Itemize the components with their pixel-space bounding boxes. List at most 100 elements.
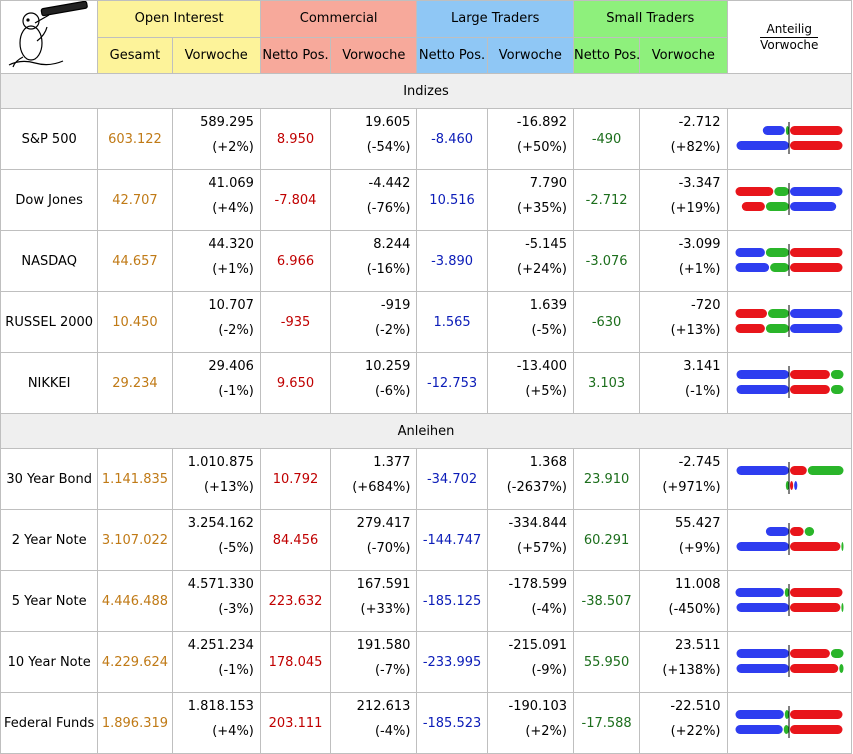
small-traders-netto: -3.076	[572, 230, 641, 292]
share-bar-red	[789, 542, 840, 551]
commercial-vorwoche-change: (-2%)	[374, 323, 411, 338]
small-traders-vorwoche-value: 23.511	[675, 638, 721, 653]
share-bar-red	[789, 385, 830, 394]
share-bar-blue	[789, 202, 836, 211]
table-row: S&P 500 603.122 589.295 (+2%) 8.950 19.605 (-5…	[0, 108, 853, 170]
share-bar-green	[767, 309, 789, 318]
small-traders-vorwoche-change: (+13%)	[670, 323, 721, 338]
share-bar-chart	[735, 706, 843, 738]
oi-gesamt: 1.896.319	[97, 692, 173, 754]
small-traders-netto: 60.291	[572, 509, 641, 571]
oi-vorwoche-value: 1.818.153	[187, 699, 254, 714]
commercial-vorwoche-value: -919	[380, 298, 411, 313]
section-title: Indizes	[0, 73, 852, 109]
commercial-vorwoche-value: 1.377	[373, 455, 411, 470]
share-bar-red	[789, 649, 830, 658]
large-traders-vorwoche-change: (-5%)	[531, 323, 567, 338]
oi-vorwoche: 3.254.162 (-5%)	[171, 509, 261, 571]
share-bar-green	[783, 725, 789, 734]
share-bar-green	[773, 187, 789, 196]
share-bar-blue	[735, 248, 765, 257]
small-traders-netto: 23.910	[572, 448, 641, 510]
small-traders-netto: -2.712	[572, 169, 641, 231]
small-traders-vorwoche-change: (+82%)	[670, 140, 721, 155]
small-traders-vorwoche-value: -3.347	[678, 176, 721, 191]
commercial-vorwoche: 279.417 (-70%)	[330, 509, 418, 571]
small-traders-vorwoche-change: (-1%)	[685, 384, 721, 399]
oi-vorwoche-value: 4.251.234	[187, 638, 254, 653]
share-bar-chart	[736, 462, 844, 494]
large-traders-vorwoche-change: (+24%)	[517, 262, 567, 277]
share-bar-red	[789, 466, 807, 475]
large-traders-vorwoche: -13.400 (+5%)	[486, 352, 574, 414]
instrument-name: 5 Year Note	[0, 570, 99, 632]
large-traders-vorwoche: 7.790 (+35%)	[486, 169, 574, 231]
small-traders-vorwoche-value: -22.510	[670, 699, 721, 714]
share-bar-blue	[735, 588, 784, 597]
subheader-st-netto: Netto Pos.	[572, 36, 641, 74]
commercial-vorwoche-value: 212.613	[356, 699, 411, 714]
oi-vorwoche-value: 4.571.330	[187, 577, 254, 592]
commercial-vorwoche-change: (+33%)	[360, 602, 411, 617]
small-traders-vorwoche-change: (-450%)	[668, 602, 721, 617]
oi-vorwoche: 29.406 (-1%)	[171, 352, 261, 414]
share-bar-red	[735, 187, 773, 196]
oi-vorwoche-change: (+1%)	[212, 262, 254, 277]
share-bar-blue	[789, 187, 843, 196]
commercial-vorwoche-change: (-4%)	[374, 724, 411, 739]
commercial-vorwoche: 167.591 (+33%)	[330, 570, 418, 632]
share-bar-blue	[762, 126, 785, 135]
oi-vorwoche-value: 589.295	[200, 115, 254, 130]
small-traders-netto: 55.950	[572, 631, 641, 693]
oi-vorwoche: 10.707 (-2%)	[171, 291, 261, 353]
oi-vorwoche-change: (-3%)	[218, 602, 254, 617]
small-traders-vorwoche-change: (+9%)	[678, 541, 721, 556]
oi-vorwoche: 1.010.875 (+13%)	[171, 448, 261, 510]
share-bar-blue	[736, 542, 789, 551]
oi-vorwoche-change: (-1%)	[218, 663, 254, 678]
large-traders-vorwoche-value: -5.145	[525, 237, 567, 252]
small-traders-netto: -17.588	[572, 692, 641, 754]
small-traders-netto: -38.507	[572, 570, 641, 632]
share-bar-blue	[789, 324, 843, 333]
oi-vorwoche: 4.251.234 (-1%)	[171, 631, 261, 693]
oi-vorwoche: 44.320 (+1%)	[171, 230, 261, 292]
header-anteilig: Anteilig Vorwoche	[726, 0, 853, 74]
share-bars	[726, 692, 853, 754]
oi-gesamt: 42.707	[97, 169, 173, 231]
share-bar-red	[741, 202, 765, 211]
instrument-name: Dow Jones	[0, 169, 99, 231]
subheader-com-netto: Netto Pos.	[259, 36, 332, 74]
share-bar-green	[804, 527, 814, 536]
commercial-vorwoche-value: 279.417	[356, 516, 411, 531]
share-bar-red	[789, 248, 843, 257]
commercial-vorwoche: -4.442 (-76%)	[330, 169, 418, 231]
large-traders-vorwoche-value: -16.892	[516, 115, 567, 130]
share-bar-red	[789, 527, 804, 536]
share-bar-green	[838, 664, 844, 673]
large-traders-vorwoche-value: -215.091	[508, 638, 567, 653]
small-traders-vorwoche-value: 3.141	[683, 359, 721, 374]
share-bar-chart	[736, 122, 843, 154]
large-traders-vorwoche-value: -334.844	[508, 516, 567, 531]
share-bar-chart	[735, 584, 844, 616]
table-row: RUSSEL 2000 10.450 10.707 (-2%) -935 -919 (-2%…	[0, 291, 853, 353]
large-traders-vorwoche-value: 1.639	[529, 298, 567, 313]
commercial-vorwoche-value: -4.442	[368, 176, 411, 191]
share-bar-green	[785, 126, 789, 135]
subheader-st-vorwoche: Vorwoche	[639, 36, 728, 74]
oi-vorwoche-change: (-2%)	[218, 323, 254, 338]
commercial-vorwoche-change: (+684%)	[352, 480, 411, 495]
header-small-traders: Small Traders	[572, 0, 728, 38]
share-bars	[726, 352, 853, 414]
commercial-vorwoche-value: 167.591	[356, 577, 411, 592]
commercial-netto: 223.632	[259, 570, 332, 632]
share-bar-red	[789, 603, 840, 612]
oi-vorwoche-value: 10.707	[208, 298, 254, 313]
header-commercial: Commercial	[259, 0, 418, 38]
instrument-name: 2 Year Note	[0, 509, 99, 571]
share-bar-red	[789, 126, 843, 135]
commercial-vorwoche-value: 10.259	[364, 359, 411, 374]
large-traders-vorwoche: 1.639 (-5%)	[486, 291, 574, 353]
oi-gesamt: 29.234	[97, 352, 173, 414]
